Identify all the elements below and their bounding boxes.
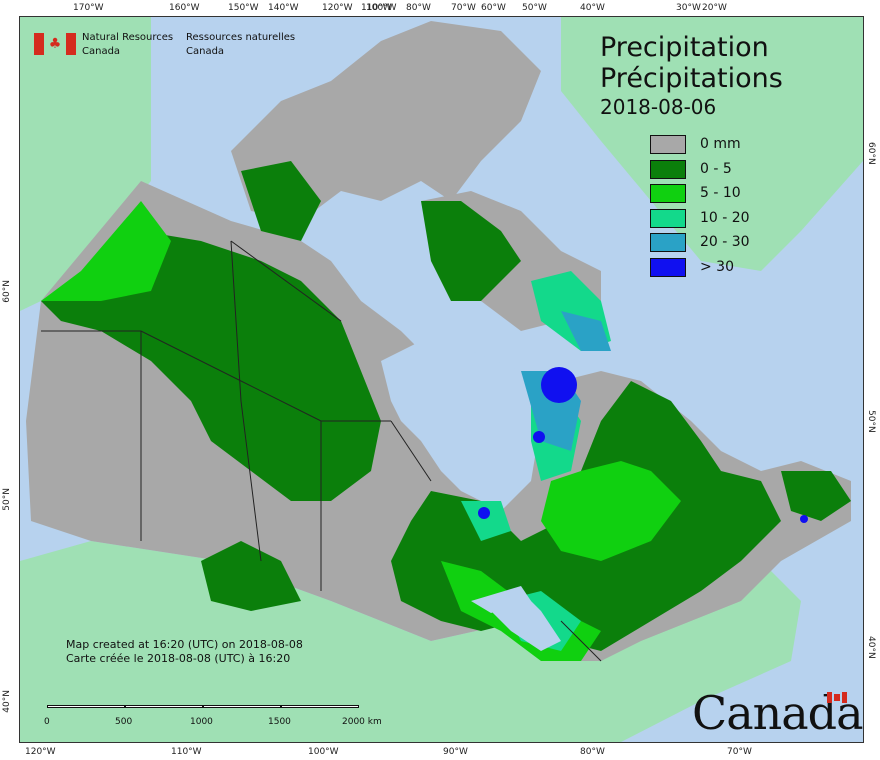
lon-tick-top: 140°W <box>268 3 299 13</box>
legend-swatch <box>650 135 686 154</box>
lon-tick-top: 170°W <box>73 3 104 13</box>
scale-segment <box>125 705 203 708</box>
precip-20-30-ungava <box>561 311 611 351</box>
lon-tick-top: 60°W <box>481 3 506 13</box>
legend-swatch <box>650 159 686 179</box>
lat-tick-right: 40°N <box>866 636 876 659</box>
wordmark-flag-icon <box>827 692 847 703</box>
lon-tick-bottom: 70°W <box>727 747 752 757</box>
title-en: Precipitation <box>600 32 769 63</box>
agency-en-line1: Natural Resources <box>82 32 174 43</box>
lon-tick-top: 150°W <box>228 3 259 13</box>
canada-flag-icon: ♣ <box>34 33 76 55</box>
lat-tick-left: 50°N <box>2 488 12 511</box>
lon-tick-top: 50°W <box>522 3 547 13</box>
alaska-land <box>20 17 151 311</box>
boundaries <box>41 240 602 662</box>
precip-gt30-belcher <box>541 367 577 403</box>
agency-en-line2: Canada <box>82 46 121 57</box>
precip-gt30-nwont <box>478 507 490 519</box>
title-fr: Précipitations <box>600 63 783 94</box>
precip-5-10-yukon <box>41 201 171 301</box>
scale-segment <box>281 705 359 708</box>
legend-label: 10 - 20 <box>700 209 750 226</box>
precip-0-5-arctic <box>421 201 521 301</box>
lon-tick-top: 80°W <box>406 3 431 13</box>
arctic-islands <box>231 21 541 221</box>
lon-tick-top: 70°W <box>451 3 476 13</box>
lon-tick-top: 40°W <box>580 3 605 13</box>
greenland-land <box>561 17 863 271</box>
precip-0-5-sw <box>201 541 301 611</box>
precip-gt30-james <box>533 431 545 443</box>
legend-swatch <box>650 184 686 203</box>
legend-swatch <box>650 233 686 252</box>
legend-label: 20 - 30 <box>700 234 750 250</box>
hudson-bay <box>381 341 541 511</box>
scale-bar <box>47 705 359 713</box>
scale-label: 1000 <box>190 717 213 727</box>
scale-label: 0 <box>44 717 50 727</box>
precipitation-map <box>20 17 863 742</box>
lat-tick-right: 60°N <box>866 142 876 165</box>
lon-tick-bottom: 110°W <box>171 747 202 757</box>
lon-tick-bottom: 100°W <box>308 747 339 757</box>
lon-tick-top: 160°W <box>169 3 200 13</box>
lon-tick-bottom: 90°W <box>443 747 468 757</box>
lat-tick-left: 40°N <box>2 690 12 713</box>
precip-10-20-nw-ont <box>461 501 511 541</box>
precip-0-5-nl <box>781 471 851 521</box>
agency-name-en: Natural Resources Canada <box>82 31 173 59</box>
precip-gt30-nl <box>800 515 808 523</box>
legend-label: 5 - 10 <box>700 185 741 201</box>
precip-5-10-quebec <box>541 461 681 561</box>
agency-fr-line1: Ressources naturelles <box>186 32 296 43</box>
scale-label: 2000 km <box>342 717 382 727</box>
lat-tick-left: 60°N <box>2 280 12 303</box>
scale-segment <box>47 705 125 708</box>
legend-label: 0 mm <box>700 136 741 152</box>
agency-name-fr: Ressources naturelles Canada <box>186 31 295 59</box>
scale-label: 500 <box>115 717 133 727</box>
lake-superior <box>471 586 531 613</box>
lon-tick-bottom: 120°W <box>25 747 56 757</box>
creation-note: Map created at 16:20 (UTC) on 2018-08-08… <box>66 638 303 666</box>
legend-label: 0 - 5 <box>700 160 732 177</box>
creation-note-fr: Carte créée le 2018-08-08 (UTC) à 16:20 <box>66 652 291 665</box>
precip-0-5-islands <box>241 161 321 241</box>
lon-tick-top: 100°W <box>366 3 397 13</box>
lon-tick-top: 30°W <box>676 3 701 13</box>
lon-tick-top: 20°W <box>702 3 727 13</box>
lat-tick-right: 50°N <box>866 410 876 433</box>
map-title: Precipitation Précipitations 2018-08-06 <box>600 32 783 120</box>
legend-swatch <box>650 257 686 277</box>
map-date: 2018-08-06 <box>600 95 717 119</box>
lon-tick-top: 120°W <box>322 3 353 13</box>
lon-tick-top: 110°W <box>361 3 392 13</box>
map-canvas <box>19 16 864 743</box>
legend-label: > 30 <box>700 258 734 275</box>
scale-label: 1500 <box>268 717 291 727</box>
scale-segment <box>203 705 281 708</box>
lon-tick-bottom: 80°W <box>580 747 605 757</box>
agency-fr-line2: Canada <box>186 46 225 57</box>
creation-note-en: Map created at 16:20 (UTC) on 2018-08-08 <box>66 638 303 651</box>
legend-swatch <box>650 208 686 228</box>
